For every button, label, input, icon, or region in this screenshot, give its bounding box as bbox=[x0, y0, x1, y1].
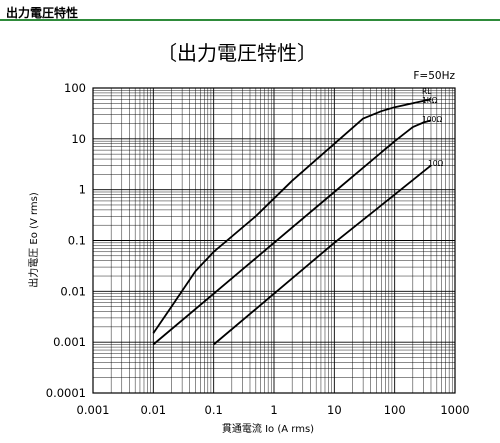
y-tick-label: 0.01 bbox=[60, 284, 86, 298]
series-label: 1KΩ bbox=[422, 96, 438, 105]
y-axis-label: 出力電圧 Eo (V rms) bbox=[27, 192, 40, 288]
y-tick-label: 100 bbox=[64, 81, 86, 95]
x-axis-label: 貫通電流 Io (A rms) bbox=[222, 422, 314, 435]
y-tick-label: 0.001 bbox=[53, 335, 86, 349]
x-tick-label: 0.1 bbox=[205, 403, 223, 417]
y-tick-label: 1 bbox=[79, 183, 86, 197]
y-tick-label: 0.1 bbox=[68, 234, 86, 248]
x-tick-label: 10 bbox=[327, 403, 342, 417]
series-label: 10Ω bbox=[428, 159, 444, 168]
y-tick-label: 10 bbox=[71, 132, 86, 146]
series-label: RL bbox=[422, 87, 432, 96]
header-divider bbox=[0, 19, 500, 21]
x-tick-label: 0.01 bbox=[141, 403, 167, 417]
series-line bbox=[152, 98, 432, 334]
page-title: 出力電圧特性 bbox=[6, 6, 79, 20]
x-tick-label: 100 bbox=[384, 403, 406, 417]
series-line bbox=[152, 119, 432, 346]
x-tick-label: 0.001 bbox=[77, 403, 110, 417]
chart-title: 〔出力電圧特性〕 bbox=[157, 41, 317, 65]
series-lines bbox=[152, 98, 432, 346]
tick-labels: 0.001 0.01 0.1 1 10 100 1000 100 10 1 0.1 0.01 0.001… bbox=[46, 81, 470, 417]
x-tick-label: 1000 bbox=[440, 403, 469, 417]
x-tick-label: 1 bbox=[270, 403, 277, 417]
grid bbox=[92, 88, 455, 394]
y-tick-label: 0.0001 bbox=[46, 386, 86, 400]
page-header: 出力電圧特性 bbox=[0, 0, 500, 24]
frequency-annotation: F=50Hz bbox=[413, 70, 455, 82]
series-label: 100Ω bbox=[422, 115, 442, 124]
plot-frame bbox=[92, 87, 456, 394]
series-line bbox=[213, 164, 432, 346]
